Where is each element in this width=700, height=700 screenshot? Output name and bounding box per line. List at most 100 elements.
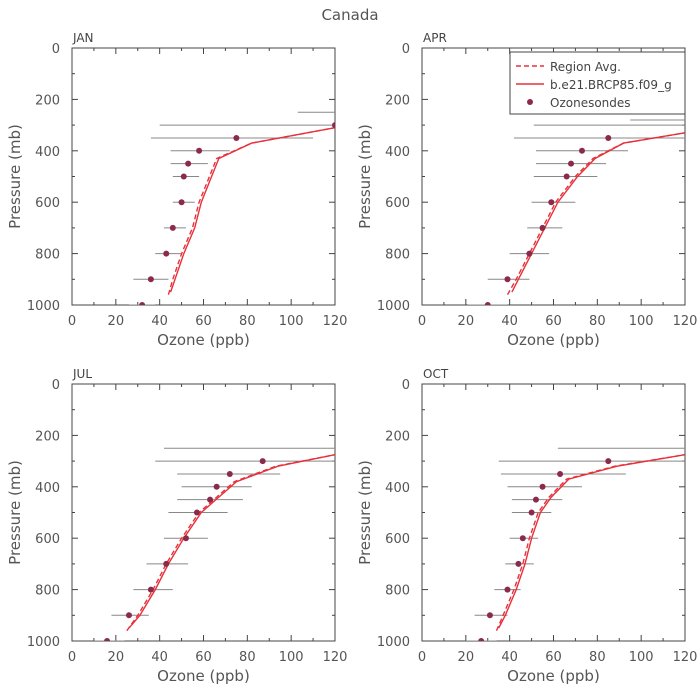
ozonesonde-point: [504, 276, 511, 283]
y-tick-label: 400: [385, 481, 410, 496]
x-axis-label: Ozone (ppb): [507, 667, 600, 685]
legend-item-label: Region Avg.: [550, 60, 621, 74]
ozonesonde-point: [125, 612, 132, 619]
ozonesonde-point: [532, 496, 539, 503]
x-tick-label: 60: [545, 314, 562, 329]
y-tick-label: 0: [402, 42, 410, 57]
plot-area: [465, 447, 685, 641]
y-tick-label: 800: [35, 248, 60, 263]
model-line: [169, 127, 335, 293]
x-tick-label: 20: [108, 650, 125, 665]
panel-jan: JAN 0 20 40 60 80 100 120 0 200 400 600 800 1000 Ozone…: [6, 31, 348, 349]
x-tick-label: 60: [195, 650, 212, 665]
ozonesonde-point: [139, 302, 146, 305]
panel-oct: OCT 0 20 40 60 80 100 120 0 200 400 600 800 1000 Ozone…: [356, 367, 698, 685]
y-tick-label: 1000: [377, 299, 410, 314]
x-axis-label: Ozone (ppb): [157, 331, 250, 349]
x-tick-label: 80: [589, 650, 606, 665]
y-tick-label: 800: [385, 584, 410, 599]
panel-label: APR: [423, 31, 447, 45]
ozonesonde-point: [185, 160, 192, 167]
ozonesonde-point: [504, 586, 511, 593]
x-tick-label: 0: [418, 650, 426, 665]
y-tick-label: 400: [385, 145, 410, 160]
panel-jul: JUL 0 20 40 60 80 100 120 0 200 400 600 800 1000 Ozone…: [6, 367, 348, 685]
ozonesonde-point: [163, 250, 170, 257]
ozonesonde-point: [486, 612, 493, 619]
ozonesonde-point: [563, 173, 570, 180]
panel-label: OCT: [423, 367, 449, 381]
y-tick-label: 200: [35, 429, 60, 444]
legend-item-label: Ozonesondes: [550, 96, 631, 110]
ozonesonde-point: [178, 199, 185, 206]
ozonesonde-point: [180, 173, 187, 180]
y-axis-label: Pressure (mb): [6, 460, 24, 565]
y-tick-label: 200: [35, 93, 60, 108]
ozonesonde-point: [233, 134, 240, 141]
ozonesonde-point: [213, 483, 220, 490]
x-tick-label: 0: [68, 650, 76, 665]
x-tick-label: 120: [673, 314, 698, 329]
x-tick-label: 20: [458, 314, 475, 329]
y-tick-label: 800: [35, 584, 60, 599]
figure-title: Canada: [321, 6, 378, 24]
y-tick-label: 200: [385, 429, 410, 444]
ozonesonde-point: [548, 199, 555, 206]
x-tick-label: 100: [279, 314, 304, 329]
x-tick-label: 120: [323, 650, 348, 665]
ozonesonde-point: [478, 638, 485, 641]
y-tick-label: 0: [52, 378, 60, 393]
x-tick-label: 100: [629, 650, 654, 665]
x-tick-label: 120: [673, 650, 698, 665]
legend-marker-swatch: [527, 99, 533, 105]
ozonesonde-point: [207, 496, 214, 503]
x-tick-label: 40: [151, 314, 168, 329]
region-avg-line: [495, 454, 685, 631]
y-tick-label: 400: [35, 145, 60, 160]
x-tick-label: 80: [239, 314, 256, 329]
x-tick-label: 40: [501, 650, 518, 665]
y-tick-label: 800: [385, 248, 410, 263]
y-tick-label: 1000: [377, 635, 410, 650]
ozonesonde-point: [539, 224, 546, 231]
ozonesonde-point: [557, 470, 564, 477]
ozonesonde-point: [519, 535, 526, 542]
y-tick-label: 600: [385, 196, 410, 211]
x-tick-label: 80: [589, 314, 606, 329]
x-tick-label: 0: [418, 314, 426, 329]
ozonesonde-point: [169, 224, 176, 231]
y-tick-label: 600: [35, 532, 60, 547]
ozonesonde-point: [528, 509, 535, 516]
model-line: [511, 132, 685, 293]
ozonesonde-point: [182, 535, 189, 542]
ozonesonde-point: [259, 458, 266, 465]
ozonesonde-point: [578, 147, 585, 154]
x-tick-label: 20: [458, 650, 475, 665]
panel-apr: APR 0 20 40 60 80 100 120 0 200 400 600 800 1000 Ozone…: [356, 31, 698, 349]
model-line: [128, 454, 335, 629]
x-tick-label: 120: [323, 314, 348, 329]
model-line: [498, 454, 685, 629]
ozonesonde-point: [605, 458, 612, 465]
ozonesonde-point: [226, 470, 233, 477]
y-tick-label: 1000: [27, 299, 60, 314]
x-tick-label: 20: [108, 314, 125, 329]
ozonesonde-point: [147, 586, 154, 593]
legend-item-label: b.e21.BRCP85.f09_g: [550, 78, 672, 92]
x-tick-label: 100: [629, 314, 654, 329]
ozonesonde-point: [163, 560, 170, 567]
y-axis-label: Pressure (mb): [356, 124, 374, 229]
panel-label: JUL: [72, 367, 92, 381]
x-tick-label: 40: [501, 314, 518, 329]
ozonesonde-point: [193, 509, 200, 516]
y-axis-label: Pressure (mb): [6, 124, 24, 229]
ozonesonde-point: [515, 560, 522, 567]
y-tick-label: 0: [402, 378, 410, 393]
y-tick-label: 1000: [27, 635, 60, 650]
ozonesonde-point: [605, 134, 612, 141]
x-tick-label: 100: [279, 650, 304, 665]
x-tick-label: 60: [545, 650, 562, 665]
ozonesonde-point: [539, 483, 546, 490]
